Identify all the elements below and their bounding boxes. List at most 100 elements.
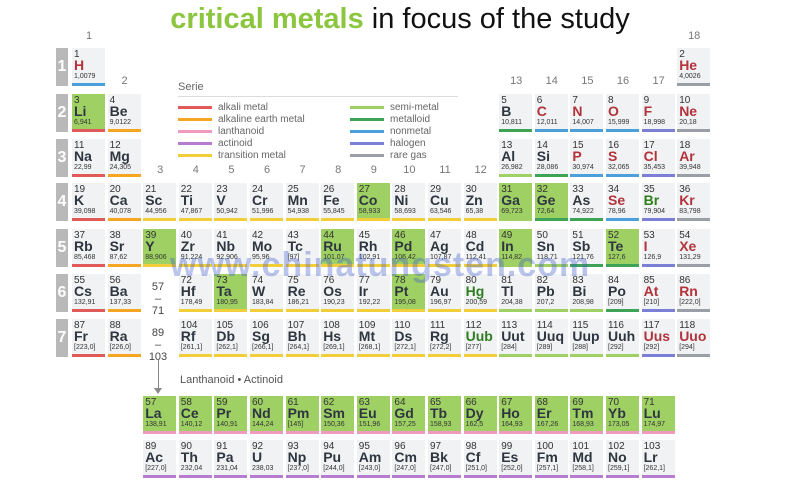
- legend-divider: [178, 96, 458, 97]
- legend: Serie alkali metal alkaline earth metal la…: [170, 78, 460, 164]
- atomic-number: 89: [145, 441, 157, 452]
- element-symbol: At: [643, 283, 659, 299]
- element-cell-kr: 36 Kr 83,798: [677, 183, 711, 221]
- atomic-mass: 51,996: [252, 208, 274, 215]
- atomic-number: 43: [287, 230, 299, 241]
- element-symbol: Sc: [145, 192, 163, 208]
- element-symbol: Na: [74, 148, 92, 164]
- element-cell-al: 13 Al 26,982: [499, 139, 533, 177]
- element-symbol: Ge: [536, 192, 556, 208]
- atomic-mass: 85,468: [74, 254, 96, 261]
- atomic-mass: [259,1]: [608, 465, 630, 472]
- element-symbol: S: [608, 148, 618, 164]
- element-cell-dy: 66 Dy 162,5: [463, 396, 497, 434]
- atomic-number: 102: [608, 441, 625, 452]
- atomic-number: 3: [74, 95, 80, 106]
- element-symbol: Po: [608, 283, 626, 299]
- atomic-number: 71: [643, 397, 655, 408]
- element-cell-he: 2 He 4,0026: [677, 48, 711, 86]
- atomic-mass: [247,0]: [430, 465, 452, 472]
- element-cell-se: 34 Se 78,96: [606, 183, 639, 221]
- element-cell-o: 8 O 15,999: [606, 94, 639, 132]
- atomic-number: 20: [109, 184, 121, 195]
- element-cell-be: 4 Be 9,0122: [107, 94, 141, 132]
- element-symbol: Cl: [643, 148, 658, 164]
- atomic-mass: 190,23: [323, 299, 345, 306]
- atomic-number: 78: [394, 275, 406, 286]
- element-cell-ds: 110 Ds [272,1]: [392, 319, 426, 357]
- element-cell-no: 102 No [259,1]: [606, 440, 639, 478]
- atomic-mass: 178,49: [180, 299, 203, 306]
- element-symbol: H: [74, 57, 85, 73]
- atomic-mass: 180,95: [216, 299, 238, 306]
- atomic-number: 106: [252, 320, 269, 331]
- atomic-mass: 118,71: [536, 254, 558, 261]
- group-label: 8: [335, 164, 342, 176]
- atomic-mass: [209]: [608, 299, 624, 306]
- element-cell-xe: 54 Xe 131,29: [677, 229, 711, 267]
- atomic-number: 38: [109, 230, 121, 241]
- atomic-mass: [97]: [287, 254, 300, 261]
- element-cell-pt: 78 Pt 195,08: [392, 274, 426, 312]
- atomic-number: 62: [323, 397, 335, 408]
- element-cell-co: 27 Co 58,933: [356, 183, 390, 221]
- element-symbol: Dy: [465, 405, 484, 421]
- element-symbol: As: [572, 192, 591, 208]
- atomic-mass: [264,1]: [287, 344, 310, 351]
- element-cell-la: 57 La 138,91: [143, 396, 177, 434]
- atomic-number: 80: [465, 275, 477, 286]
- element-cell-rn: 86 Rn [222,0]: [677, 274, 711, 312]
- legend-label: semi-metal: [390, 102, 439, 113]
- title-highlight: critical metals: [170, 3, 364, 35]
- atomic-mass: [294]: [679, 344, 695, 351]
- element-symbol: Tm: [572, 405, 594, 421]
- element-cell-nb: 41 Nb 92,906: [214, 229, 248, 267]
- atomic-mass: 14,007: [572, 119, 594, 126]
- page-title: critical metals in focus of the study: [0, 2, 800, 36]
- element-cell-mt: 109 Mt [268,1]: [356, 319, 390, 357]
- atomic-mass: [262,1]: [216, 344, 238, 351]
- element-symbol: Uub: [465, 328, 493, 344]
- atomic-number: 42: [252, 230, 264, 241]
- atomic-number: 70: [608, 397, 620, 408]
- element-symbol: P: [572, 148, 582, 164]
- legend-label: alkali metal: [218, 102, 269, 113]
- watermark: www.chinatungsten.com: [170, 246, 591, 284]
- atomic-mass: [258,1]: [572, 465, 594, 472]
- atomic-number: 79: [430, 275, 442, 286]
- atomic-mass: 58,693: [394, 208, 416, 215]
- element-cell-cr: 24 Cr 51,996: [250, 183, 283, 221]
- element-symbol: Md: [572, 449, 593, 465]
- legend-item: halogen: [350, 138, 426, 149]
- atomic-number: 83: [572, 275, 584, 286]
- element-symbol: Pa: [216, 449, 234, 465]
- element-symbol: Rf: [180, 328, 196, 344]
- atomic-mass: 12,011: [536, 119, 558, 126]
- element-cell-eu: 63 Eu 151,96: [356, 396, 390, 434]
- lanthanide-range: 57–71: [140, 281, 176, 317]
- element-symbol: Fr: [74, 328, 88, 344]
- atomic-number: 34: [608, 184, 620, 195]
- element-symbol: Ca: [109, 192, 128, 208]
- atomic-number: 2: [679, 49, 685, 60]
- atomic-number: 87: [74, 320, 86, 331]
- element-cell-i: 53 I 126,9: [641, 229, 675, 267]
- legend-label: alkaline earth metal: [218, 114, 305, 125]
- atomic-mass: 40,078: [109, 208, 132, 215]
- element-symbol: Lr: [643, 449, 658, 465]
- atomic-number: 69: [572, 397, 584, 408]
- element-symbol: Be: [109, 103, 128, 119]
- atomic-number: 118: [679, 320, 696, 331]
- atomic-number: 95: [358, 441, 370, 452]
- atomic-mass: 54,938: [287, 208, 310, 215]
- element-cell-db: 105 Db [262,1]: [214, 319, 248, 357]
- legend-label: actinoid: [218, 138, 253, 149]
- atomic-mass: 44,956: [145, 208, 167, 215]
- atomic-number: 39: [145, 230, 157, 241]
- element-cell-h: 1 H 1,0079: [72, 48, 105, 86]
- element-symbol: Cf: [465, 449, 481, 465]
- element-cell-cm: 96 Cm [247,0]: [392, 440, 426, 478]
- atomic-number: 59: [216, 397, 228, 408]
- element-symbol: Os: [323, 283, 342, 299]
- element-symbol: C: [536, 103, 547, 119]
